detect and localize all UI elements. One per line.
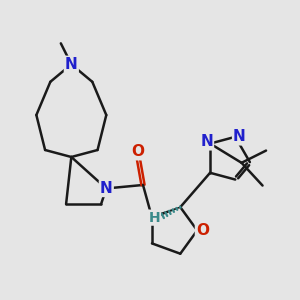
Text: N: N xyxy=(65,57,78,72)
Text: O: O xyxy=(196,223,209,238)
Text: N: N xyxy=(100,181,113,196)
Text: O: O xyxy=(131,144,144,159)
Text: N: N xyxy=(233,129,246,144)
Polygon shape xyxy=(152,207,180,218)
Text: N: N xyxy=(200,134,213,149)
Text: H: H xyxy=(148,211,160,225)
